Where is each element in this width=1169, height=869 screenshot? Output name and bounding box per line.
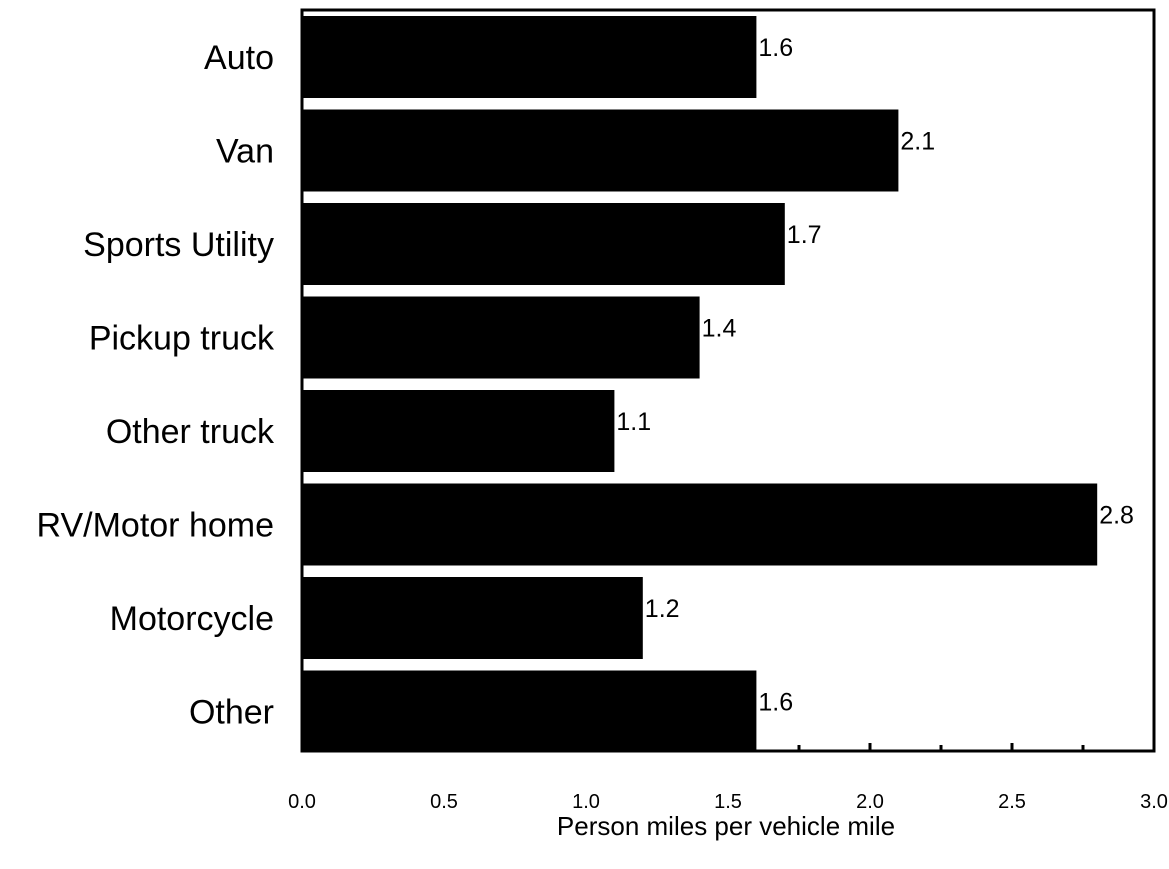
category-label-auto: Auto [204, 39, 274, 77]
x-tick-label: 3.0 [1140, 791, 1168, 813]
value-label-other-truck: 1.1 [616, 408, 651, 436]
value-label-motorcycle: 1.2 [645, 595, 680, 623]
category-label-sports-utility: Sports Utility [83, 226, 274, 264]
x-axis-title: Person miles per vehicle mile [557, 811, 895, 841]
value-label-pickup-truck: 1.4 [702, 315, 737, 343]
category-label-motorcycle: Motorcycle [110, 600, 274, 638]
category-label-other-truck: Other truck [106, 413, 275, 451]
x-tick-label: 1.0 [572, 791, 600, 813]
category-labels: Auto Van Sports Utility Pickup truck Other t… [37, 39, 275, 732]
x-tick-label: 0.5 [430, 791, 458, 813]
value-label-other: 1.6 [758, 689, 793, 717]
category-label-pickup-truck: Pickup truck [89, 320, 275, 358]
value-label-van: 2.1 [900, 128, 935, 156]
category-label-van: Van [216, 133, 274, 171]
x-axis-tick-labels: 0.0 0.5 1.0 1.5 2.0 2.5 3.0 [288, 791, 1168, 813]
value-labels: 1.6 2.1 1.7 1.4 1.1 2.8 1.2 1.6 [616, 34, 1134, 717]
bar-other-truck [302, 390, 615, 472]
x-tick-label: 2.0 [856, 791, 884, 813]
bar-pickup-truck [302, 296, 700, 379]
bar-rv-motor-home [302, 483, 1098, 566]
x-tick-label: 1.5 [714, 791, 742, 813]
bar-sports-utility [302, 203, 785, 285]
bars-group [302, 16, 1098, 753]
category-label-rv-motor-home: RV/Motor home [37, 507, 274, 545]
value-label-auto: 1.6 [758, 34, 793, 62]
value-label-rv-motor-home: 2.8 [1099, 502, 1134, 530]
x-tick-label: 2.5 [998, 791, 1026, 813]
bar-motorcycle [302, 577, 643, 659]
x-tick-label: 0.0 [288, 791, 316, 813]
bar-other [302, 670, 757, 753]
value-label-sports-utility: 1.7 [787, 221, 822, 249]
category-label-other: Other [189, 694, 274, 732]
bar-auto [302, 16, 757, 98]
x-axis-ticks [300, 743, 1156, 751]
bar-van [302, 109, 899, 192]
